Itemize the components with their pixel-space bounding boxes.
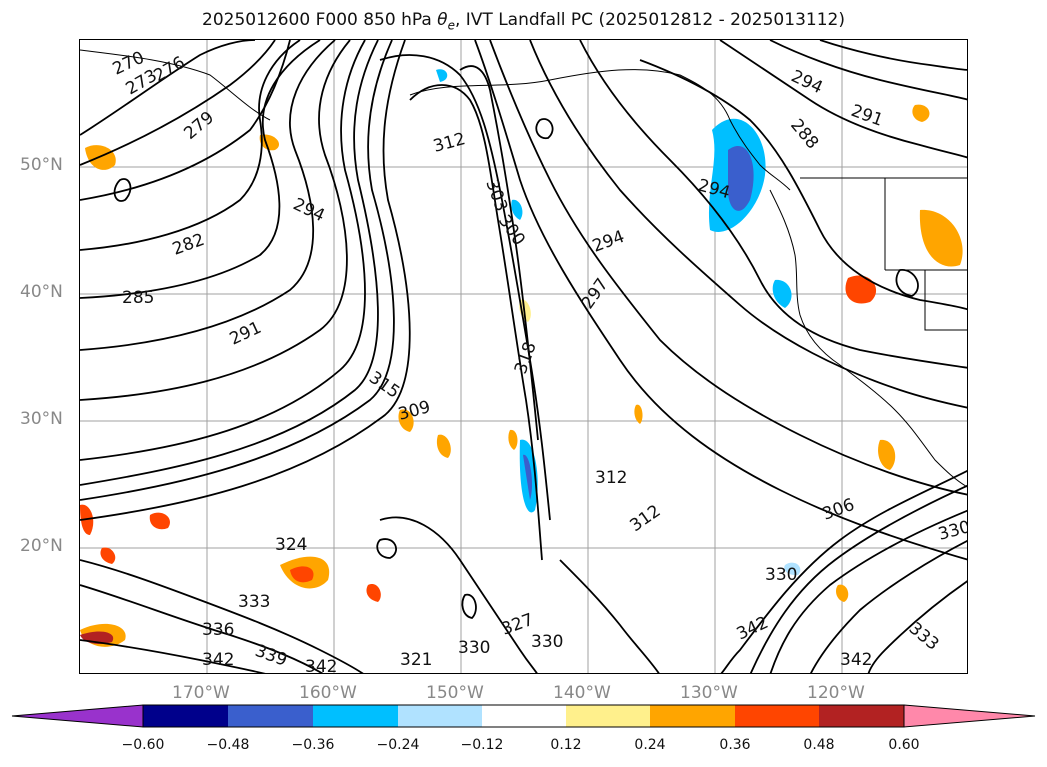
lon-label-140w: 140°W [553,683,611,703]
colorbar-tick: 0.60 [888,737,920,753]
colorbar-tick: −0.60 [121,737,165,753]
contour-label: 318 [511,339,541,376]
lon-label-160w: 160°W [299,683,357,703]
colorbar-segment [819,705,904,727]
lat-label-40n: 40°N [20,282,63,302]
contour-label: 342 [305,657,337,674]
contour-label: 312 [431,129,468,157]
lat-label-30n: 30°N [20,409,63,429]
contour-label: 336 [202,620,234,640]
figure-title: 2025012600 F000 850 hPa θe, IVT Landfall… [202,10,845,33]
contour-label: 306 [820,495,857,525]
colorbar-segment [143,705,228,727]
contour-label: 288 [786,115,822,153]
colorbar-segment [228,705,313,727]
colorbar-segment [566,705,650,727]
map-svg: 270 273 276 279 282 285 291 294 297 300 … [80,40,967,674]
colorbar-tick: −0.48 [206,737,250,753]
contour-label: 312 [595,468,627,488]
contour-labels: 270 273 276 279 282 285 291 294 297 300 … [110,48,967,674]
coastlines [80,49,967,488]
colorbar-tick: −0.12 [460,737,504,753]
contour-label: 342 [840,650,872,670]
contour-label: 285 [122,288,154,308]
contour-label: 291 [227,318,265,350]
colorbar-tick: −0.36 [291,737,335,753]
contour-label: 330 [765,565,797,585]
lat-label-20n: 20°N [20,536,63,556]
colorbar [11,704,1036,728]
lon-label-120w: 120°W [807,683,865,703]
lon-label-150w: 150°W [426,683,484,703]
lon-label-130w: 130°W [680,683,738,703]
lon-label-170w: 170°W [172,683,230,703]
contour-label: 321 [400,650,432,670]
contour-label: 312 [626,501,664,536]
colorbar-tick: 0.36 [719,737,751,753]
colorbar-segment [482,705,566,727]
colorbar-tick: −0.24 [376,737,420,753]
colorbar-arrow-high [903,704,1036,728]
contour-label: 294 [590,227,627,257]
map-panel: 270 273 276 279 282 285 291 294 297 300 … [79,39,968,674]
colorbar-segment [735,705,819,727]
colorbar-tick: 0.12 [550,737,582,753]
contour-label: 339 [252,641,289,671]
contour-label: 342 [202,650,234,670]
contour-label: 294 [788,66,826,98]
contour-label: 294 [290,194,328,226]
colorbar-tick: 0.24 [634,737,666,753]
colorbar-segment [650,705,735,727]
contour-label: 291 [848,101,885,131]
colorbar-arrow-low [11,704,144,728]
contour-label: 324 [275,535,307,555]
graticule [80,40,967,673]
colorbar-segment [398,705,482,727]
colorbar-segment [313,705,398,727]
lat-label-50n: 50°N [20,155,63,175]
contour-label: 330 [458,638,490,658]
contour-label: 282 [170,230,207,260]
colorbar-tick: 0.48 [803,737,835,753]
negative-pc-shading [436,69,801,576]
contour-label: 333 [905,619,943,655]
positive-pc-shading [80,104,963,647]
contour-label: 333 [238,592,270,612]
theta-e-contours [80,40,967,673]
contour-label: 330 [531,632,563,652]
